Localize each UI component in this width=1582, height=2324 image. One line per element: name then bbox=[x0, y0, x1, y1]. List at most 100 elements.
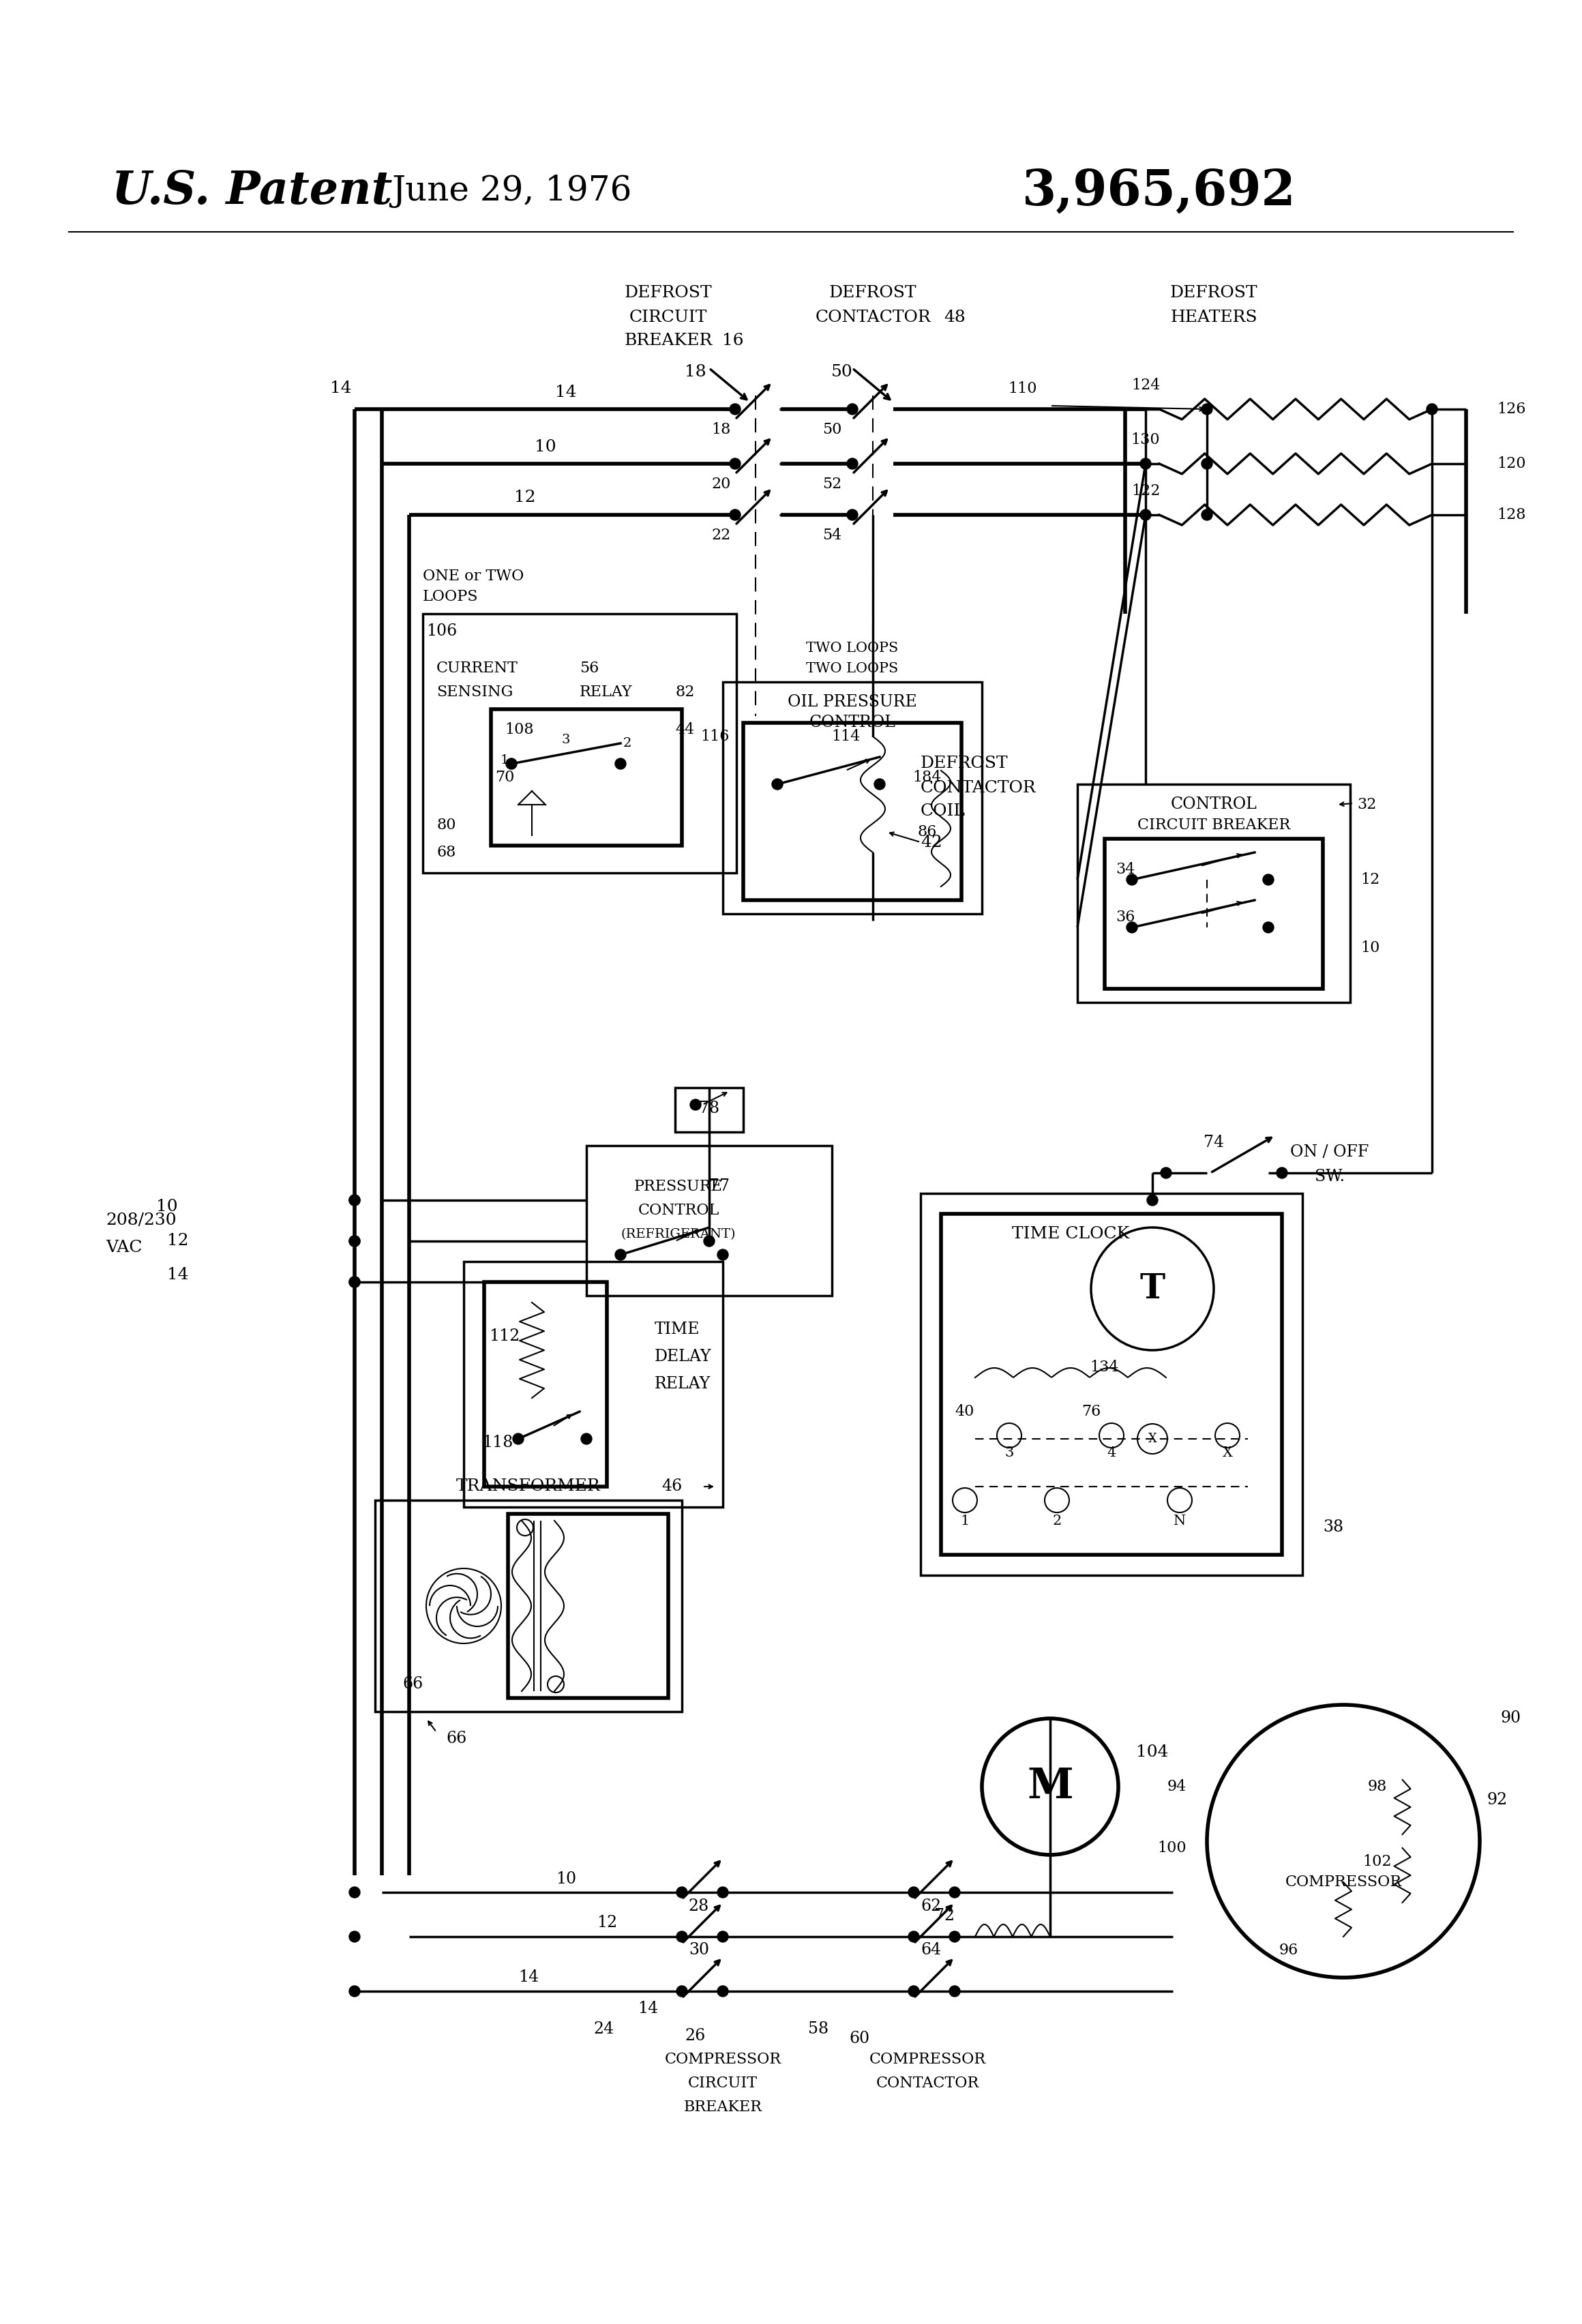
Circle shape bbox=[717, 1985, 728, 1996]
Text: 10: 10 bbox=[157, 1199, 177, 1215]
Text: 12: 12 bbox=[514, 490, 536, 507]
Circle shape bbox=[729, 458, 740, 469]
Text: 2: 2 bbox=[623, 737, 631, 748]
Circle shape bbox=[350, 1236, 361, 1246]
Text: 3: 3 bbox=[1005, 1446, 1014, 1459]
Text: 104: 104 bbox=[1136, 1745, 1169, 1759]
Circle shape bbox=[1141, 458, 1152, 469]
Bar bbox=[422, 614, 737, 874]
Bar bbox=[490, 709, 682, 846]
Circle shape bbox=[717, 1250, 728, 1260]
Text: 50: 50 bbox=[831, 365, 853, 379]
Circle shape bbox=[350, 1195, 361, 1206]
Circle shape bbox=[350, 1236, 361, 1246]
Text: LOOPS: LOOPS bbox=[422, 590, 478, 604]
Bar bbox=[1104, 839, 1323, 988]
Text: 28: 28 bbox=[688, 1899, 709, 1915]
Circle shape bbox=[908, 1931, 919, 1943]
Text: TWO LOOPS: TWO LOOPS bbox=[807, 641, 899, 655]
Text: 52: 52 bbox=[823, 476, 842, 493]
Circle shape bbox=[1427, 404, 1438, 414]
Text: 94: 94 bbox=[1168, 1780, 1186, 1794]
Text: 77: 77 bbox=[709, 1178, 729, 1195]
Text: 58: 58 bbox=[808, 2022, 829, 2036]
Text: SW.: SW. bbox=[1315, 1169, 1345, 1185]
Text: 110: 110 bbox=[1008, 381, 1038, 395]
Text: 126: 126 bbox=[1497, 402, 1525, 416]
Circle shape bbox=[717, 1931, 728, 1943]
Text: 90: 90 bbox=[1500, 1710, 1520, 1727]
Text: 26: 26 bbox=[685, 2029, 706, 2043]
Text: 24: 24 bbox=[593, 2022, 614, 2036]
Circle shape bbox=[846, 458, 857, 469]
Text: T: T bbox=[1139, 1271, 1164, 1306]
Text: RELAY: RELAY bbox=[655, 1376, 710, 1392]
Text: 38: 38 bbox=[1323, 1520, 1343, 1536]
Text: DEFROST: DEFROST bbox=[921, 755, 1008, 772]
Text: 76: 76 bbox=[1082, 1404, 1101, 1420]
Text: 100: 100 bbox=[1158, 1841, 1186, 1855]
Text: 96: 96 bbox=[1280, 1943, 1299, 1957]
Text: 40: 40 bbox=[956, 1404, 975, 1420]
Text: 2: 2 bbox=[1052, 1515, 1062, 1527]
Circle shape bbox=[949, 1931, 960, 1943]
Text: 62: 62 bbox=[921, 1899, 941, 1915]
Text: 10: 10 bbox=[1361, 941, 1380, 955]
Bar bbox=[744, 723, 962, 899]
Text: TRANSFORMER: TRANSFORMER bbox=[456, 1478, 601, 1494]
Bar bbox=[921, 1192, 1302, 1576]
Text: 10: 10 bbox=[535, 439, 557, 456]
Text: HEATERS: HEATERS bbox=[1171, 309, 1258, 325]
Circle shape bbox=[875, 779, 884, 790]
Bar bbox=[508, 1513, 668, 1699]
Text: 116: 116 bbox=[701, 730, 729, 744]
Text: U.S. Patent: U.S. Patent bbox=[112, 170, 392, 214]
Text: VAC: VAC bbox=[106, 1241, 142, 1255]
Circle shape bbox=[717, 1887, 728, 1899]
Text: BREAKER: BREAKER bbox=[625, 332, 712, 349]
Text: 66: 66 bbox=[402, 1676, 422, 1692]
Text: CONTACTOR: CONTACTOR bbox=[815, 309, 930, 325]
Text: 12: 12 bbox=[1361, 872, 1380, 888]
Text: COMPRESSOR: COMPRESSOR bbox=[664, 2052, 782, 2066]
Circle shape bbox=[615, 758, 626, 769]
Text: 54: 54 bbox=[823, 528, 842, 544]
Bar bbox=[1077, 783, 1349, 1002]
Circle shape bbox=[1141, 509, 1152, 521]
Text: CONTROL: CONTROL bbox=[1171, 797, 1258, 813]
Text: COMPRESSOR: COMPRESSOR bbox=[869, 2052, 986, 2066]
Text: CIRCUIT: CIRCUIT bbox=[688, 2075, 758, 2092]
Text: 34: 34 bbox=[1115, 862, 1134, 876]
Circle shape bbox=[690, 1099, 701, 1111]
Text: 92: 92 bbox=[1487, 1792, 1508, 1808]
Text: 30: 30 bbox=[688, 1943, 709, 1959]
Circle shape bbox=[908, 1887, 919, 1899]
Text: 50: 50 bbox=[823, 423, 842, 437]
Text: 128: 128 bbox=[1497, 507, 1525, 523]
Text: 130: 130 bbox=[1131, 432, 1160, 446]
Text: 82: 82 bbox=[676, 686, 694, 700]
Circle shape bbox=[1262, 923, 1274, 932]
Text: CONTACTOR: CONTACTOR bbox=[921, 781, 1036, 795]
Circle shape bbox=[1201, 509, 1212, 521]
Circle shape bbox=[846, 509, 857, 521]
Text: 72: 72 bbox=[933, 1908, 954, 1924]
Text: 98: 98 bbox=[1368, 1780, 1387, 1794]
Text: COIL: COIL bbox=[921, 804, 965, 820]
Circle shape bbox=[704, 1236, 715, 1246]
Text: DEFROST: DEFROST bbox=[1171, 286, 1258, 302]
Text: 108: 108 bbox=[505, 723, 533, 737]
Text: 78: 78 bbox=[699, 1099, 720, 1116]
Circle shape bbox=[350, 1931, 361, 1943]
Text: 66: 66 bbox=[446, 1731, 467, 1748]
Text: 3,965,692: 3,965,692 bbox=[1022, 167, 1296, 216]
Text: CIRCUIT: CIRCUIT bbox=[630, 309, 707, 325]
Text: 18: 18 bbox=[685, 365, 706, 379]
Text: CONTACTOR: CONTACTOR bbox=[876, 2075, 979, 2092]
Circle shape bbox=[729, 404, 740, 414]
Text: CIRCUIT BREAKER: CIRCUIT BREAKER bbox=[1137, 818, 1291, 832]
Circle shape bbox=[615, 1250, 626, 1260]
Text: 14: 14 bbox=[331, 381, 351, 397]
Text: 102: 102 bbox=[1364, 1855, 1392, 1868]
Text: 134: 134 bbox=[1090, 1360, 1118, 1376]
